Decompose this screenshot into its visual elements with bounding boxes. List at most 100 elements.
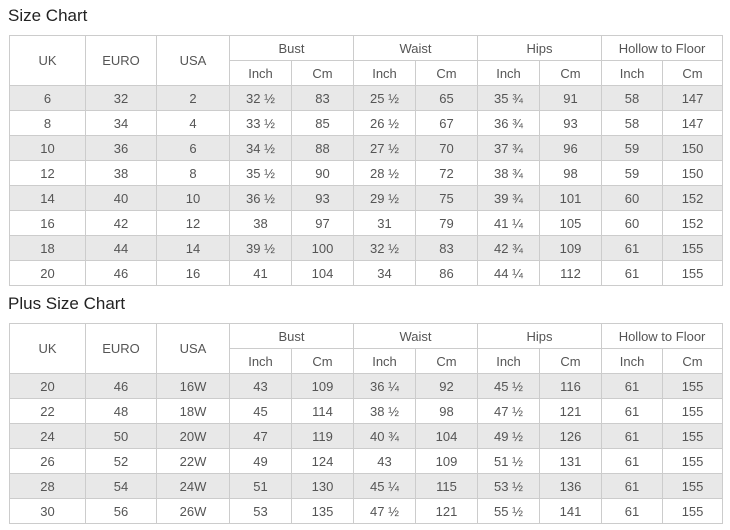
data-cell: 32 [85,85,157,111]
subheader-row: Inch Cm Inch Cm Inch Cm Inch Cm [10,60,724,86]
data-cell: 6 [156,135,230,161]
size-chart-title: Size Chart [8,6,88,25]
table-row: 16 42 12 38 97 31 79 41 ¼ 105 60 152 [9,210,724,236]
data-cell: 43 [229,373,292,399]
data-cell: 58 [601,110,664,136]
column-group-header-waist: Waist [353,323,479,349]
table-row: 24 50 20W 47 119 40 ¾ 104 49 ½ 126 61 155 [9,423,724,449]
data-cell: 22W [156,448,230,474]
data-cell: 12 [9,160,86,186]
data-cell: 54 [85,473,157,499]
data-cell: 121 [539,398,603,424]
table-row: 20 46 16 41 104 34 86 44 ¼ 112 61 155 [9,260,724,286]
column-subheader-cm: Cm [415,348,479,374]
column-subheader-cm: Cm [662,348,724,374]
data-cell: 25 ½ [353,85,417,111]
data-cell: 38 [85,160,157,186]
data-cell: 12 [156,210,230,236]
data-cell: 49 ½ [477,423,541,449]
plus-size-chart-title: Plus Size Chart [8,294,126,313]
data-cell: 83 [415,235,479,261]
data-cell: 105 [539,210,603,236]
data-cell: 86 [415,260,479,286]
data-cell: 150 [662,160,724,186]
data-cell: 14 [9,185,86,211]
data-cell: 22 [9,398,86,424]
data-cell: 104 [415,423,479,449]
data-cell: 141 [539,498,603,524]
table-row: 18 44 14 39 ½ 100 32 ½ 83 42 ¾ 109 61 155 [9,235,724,261]
data-cell: 10 [156,185,230,211]
data-cell: 2 [156,85,230,111]
data-cell: 126 [539,423,603,449]
data-cell: 36 ½ [229,185,292,211]
data-cell: 59 [601,135,664,161]
data-cell: 36 ¼ [353,373,417,399]
column-subheader-inch: Inch [477,60,541,86]
plus-size-chart-section: Plus Size Chart UK EURO USA Bust Waist Hips Ho… [8,294,724,524]
column-subheader-inch: Inch [229,348,292,374]
column-subheader-inch: Inch [601,60,664,86]
data-cell: 47 ½ [353,498,417,524]
data-cell: 26 ½ [353,110,417,136]
size-chart-table: UK EURO USA Bust Waist Hips Hollow to Floor Inc… [9,35,724,286]
header-row: UK EURO USA Bust Waist Hips Hollow to Floor [9,35,724,86]
data-cell: 18W [156,398,230,424]
data-cell: 58 [601,85,664,111]
data-cell: 20 [9,260,86,286]
data-cell: 92 [415,373,479,399]
data-cell: 8 [156,160,230,186]
data-cell: 131 [539,448,603,474]
data-cell: 16 [156,260,230,286]
header-row: UK EURO USA Bust Waist Hips Hollow to Floor [9,323,724,374]
data-cell: 51 ½ [477,448,541,474]
column-header-uk: UK [9,323,86,374]
data-cell: 38 [229,210,292,236]
data-cell: 26W [156,498,230,524]
data-cell: 14 [156,235,230,261]
column-header-usa: USA [156,35,230,86]
table-row: 8 34 4 33 ½ 85 26 ½ 67 36 ¾ 93 58 147 [9,110,724,136]
data-cell: 20 [9,373,86,399]
data-cell: 34 ½ [229,135,292,161]
column-subheader-cm: Cm [290,348,355,374]
data-cell: 150 [662,135,724,161]
table-row: 22 48 18W 45 114 38 ½ 98 47 ½ 121 61 155 [9,398,724,424]
column-subheader-cm: Cm [539,348,603,374]
data-cell: 114 [290,398,355,424]
data-cell: 88 [290,135,355,161]
data-cell: 53 ½ [477,473,541,499]
data-cell: 45 [229,398,292,424]
column-subheader-cm: Cm [415,60,479,86]
data-cell: 61 [601,448,664,474]
data-cell: 40 ¾ [353,423,417,449]
data-cell: 155 [662,260,724,286]
data-cell: 32 ½ [229,85,292,111]
column-group-header-waist: Waist [353,35,479,61]
column-group-header-hollow-to-floor: Hollow to Floor [601,323,724,349]
data-cell: 38 ½ [353,398,417,424]
data-cell: 4 [156,110,230,136]
data-cell: 85 [290,110,355,136]
data-cell: 155 [662,448,724,474]
table-row: 12 38 8 35 ½ 90 28 ½ 72 38 ¾ 98 59 150 [9,160,724,186]
data-cell: 45 ¼ [353,473,417,499]
plus-size-chart-table: UK EURO USA Bust Waist Hips Hollow to Floor Inc… [9,323,724,524]
data-cell: 46 [85,260,157,286]
data-cell: 96 [539,135,603,161]
data-cell: 48 [85,398,157,424]
data-cell: 104 [290,260,355,286]
table-row: 30 56 26W 53 135 47 ½ 121 55 ½ 141 61 155 [9,498,724,524]
data-cell: 33 ½ [229,110,292,136]
data-cell: 109 [415,448,479,474]
data-cell: 65 [415,85,479,111]
data-cell: 121 [415,498,479,524]
column-subheader-inch: Inch [601,348,664,374]
data-cell: 98 [539,160,603,186]
data-cell: 61 [601,373,664,399]
data-cell: 109 [539,235,603,261]
data-cell: 115 [415,473,479,499]
data-cell: 26 [9,448,86,474]
data-cell: 49 [229,448,292,474]
data-cell: 52 [85,448,157,474]
